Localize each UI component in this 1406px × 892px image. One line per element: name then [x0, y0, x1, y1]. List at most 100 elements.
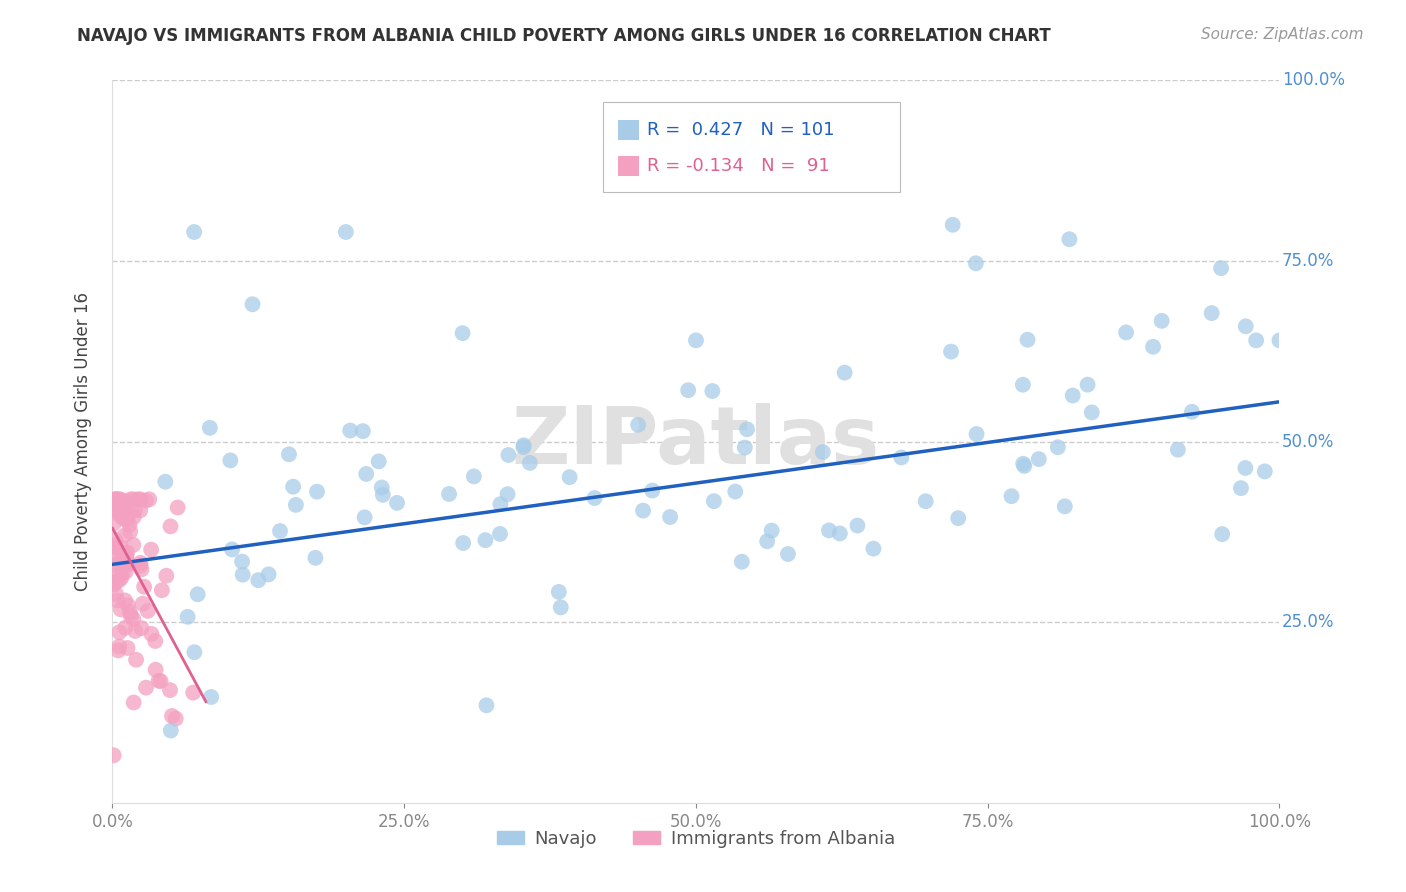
Point: [281, 480, 304, 494]
Point: [489, 527, 512, 541]
Point: [148, 673, 170, 688]
Point: [118, 605, 141, 619]
Point: [135, 493, 157, 508]
Point: [1230, 481, 1253, 495]
Y-axis label: Child Poverty Among Girls Under 16: Child Poverty Among Girls Under 16: [73, 292, 91, 591]
Point: [862, 541, 884, 556]
Point: [242, 297, 264, 311]
Point: [103, 498, 125, 512]
Point: [103, 748, 125, 763]
Point: [1014, 458, 1036, 473]
Point: [111, 510, 134, 524]
Point: [231, 555, 253, 569]
Point: [111, 567, 134, 582]
Point: [107, 574, 129, 588]
Point: [1142, 340, 1164, 354]
Point: [966, 427, 988, 442]
Point: [139, 542, 162, 557]
Point: [221, 542, 243, 557]
Point: [103, 550, 125, 565]
Point: [512, 438, 534, 452]
Point: [114, 593, 136, 607]
Point: [129, 556, 152, 570]
Bar: [617, 156, 638, 177]
Point: [103, 516, 125, 531]
Point: [731, 555, 754, 569]
Point: [339, 424, 361, 438]
Point: [1000, 489, 1022, 503]
Point: [371, 481, 394, 495]
Point: [939, 344, 962, 359]
Point: [451, 536, 474, 550]
Point: [512, 440, 534, 454]
Point: [1012, 457, 1035, 471]
Point: [129, 558, 152, 573]
Point: [110, 602, 132, 616]
Point: [118, 517, 141, 532]
Point: [132, 597, 155, 611]
Text: NAVAJO VS IMMIGRANTS FROM ALBANIA CHILD POVERTY AMONG GIRLS UNDER 16 CORRELATION: NAVAJO VS IMMIGRANTS FROM ALBANIA CHILD …: [77, 27, 1052, 45]
Point: [1017, 333, 1039, 347]
Point: [451, 326, 474, 340]
Point: [1046, 440, 1069, 454]
Point: [117, 546, 139, 560]
Point: [475, 698, 498, 713]
Point: [685, 334, 707, 348]
Point: [149, 674, 172, 689]
Point: [115, 557, 138, 571]
Point: [1080, 405, 1102, 419]
Point: [463, 469, 485, 483]
Point: [269, 524, 291, 538]
Point: [155, 568, 177, 582]
Point: [135, 681, 157, 695]
Point: [354, 467, 377, 481]
Point: [150, 583, 173, 598]
Point: [117, 640, 139, 655]
Point: [134, 580, 156, 594]
Point: [1053, 500, 1076, 514]
Point: [110, 541, 132, 555]
Point: [104, 587, 127, 601]
Point: [125, 653, 148, 667]
Point: [122, 510, 145, 524]
Point: [498, 448, 520, 462]
Point: [107, 507, 129, 521]
Point: [583, 491, 606, 505]
Point: [232, 567, 254, 582]
Point: [138, 492, 160, 507]
Point: [181, 686, 204, 700]
Point: [335, 225, 357, 239]
Point: [305, 484, 328, 499]
Point: [103, 569, 125, 583]
Point: [122, 538, 145, 552]
Point: [108, 640, 131, 654]
Point: [304, 550, 326, 565]
Point: [1234, 319, 1257, 334]
Point: [104, 492, 127, 507]
Point: [114, 512, 136, 526]
Point: [437, 487, 460, 501]
Point: [107, 492, 129, 507]
Point: [1254, 464, 1277, 478]
Point: [1012, 377, 1035, 392]
Point: [489, 497, 512, 511]
Point: [385, 496, 408, 510]
Point: [1209, 261, 1232, 276]
Point: [145, 663, 167, 677]
Point: [165, 712, 187, 726]
Point: [761, 524, 783, 538]
Point: [734, 441, 756, 455]
Point: [1077, 377, 1099, 392]
Point: [1244, 334, 1267, 348]
Point: [159, 519, 181, 533]
Point: [367, 454, 389, 468]
Point: [828, 526, 851, 541]
Point: [284, 498, 307, 512]
Point: [124, 503, 146, 517]
Point: [1115, 326, 1137, 340]
Point: [103, 497, 125, 511]
Bar: [617, 120, 638, 140]
Legend: Navajo, Immigrants from Albania: Navajo, Immigrants from Albania: [489, 822, 903, 855]
Point: [1059, 232, 1081, 246]
Point: [703, 494, 725, 508]
